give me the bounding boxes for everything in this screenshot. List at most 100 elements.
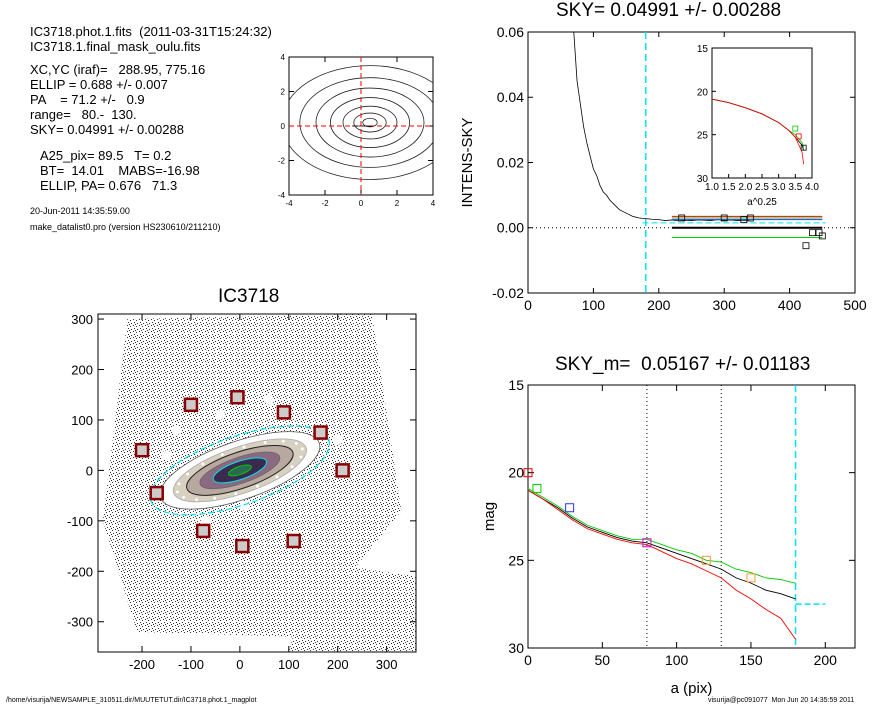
mag-black-profile — [527, 489, 796, 600]
ellip-pa-line: ELLIP, PA= 0.676 71.3 — [40, 178, 178, 193]
mag-square-marker — [642, 538, 652, 548]
contour-line — [342, 105, 398, 140]
mag-xlabel: a (pix) — [671, 680, 713, 697]
contour-x-tick-label: 2 — [395, 199, 400, 208]
xcyc-line: XC,YC (iraf)= 288.95, 775.16 — [30, 62, 206, 77]
mag-red-profile — [527, 489, 796, 640]
mag-chart-title: SKY_m= 0.05167 +/- 0.01183 — [555, 354, 811, 375]
contour-x-tick-label: 0 — [359, 199, 364, 208]
galaxy-isophote-dot — [175, 490, 179, 494]
galaxy-isophote-dot — [294, 441, 298, 445]
sky-y-tick-label: 0.06 — [497, 24, 524, 40]
inset-x-tick-label: 2.0 — [738, 182, 752, 193]
sky-square-marker — [678, 214, 686, 222]
inset-profile-line — [711, 98, 805, 165]
galaxy-isophote-dot — [300, 447, 304, 451]
mag-square-marker — [701, 555, 711, 565]
date-line: 20-Jun-2011 14:35:59.00 — [30, 206, 130, 216]
inset-x-tick-label: 3.5 — [788, 182, 802, 193]
inset-xlabel: a^0.25 — [747, 197, 777, 208]
galaxy-outer-dashed — [149, 425, 331, 516]
masked-spot — [264, 394, 275, 405]
masked-star-box — [313, 425, 328, 440]
ellip-line: ELLIP = 0.688 +/- 0.007 — [30, 77, 168, 92]
sky-square-marker — [746, 214, 754, 222]
contour-x-tick-label: -2 — [321, 199, 329, 208]
mag-ylabel: mag — [481, 502, 498, 531]
pa-line: PA = 71.2 +/- 0.9 — [30, 92, 145, 107]
sky-square-marker — [818, 232, 826, 240]
image-x-tick-label: 300 — [376, 657, 398, 672]
masked-star-box — [134, 442, 150, 458]
sky-profile-line — [573, 31, 751, 222]
contour-line — [299, 77, 433, 168]
inset-square-marker — [795, 133, 802, 140]
mag-square-marker — [746, 573, 756, 583]
program-line: make_datalist0.pro (version HS230610/211… — [30, 222, 221, 232]
inset-frame — [711, 47, 813, 179]
galaxy-isophote-dot — [234, 492, 238, 496]
sky-y-tick-label: 0.00 — [497, 220, 524, 236]
galaxy-isophote-dot — [220, 453, 224, 457]
galaxy-isophote-dot — [290, 465, 294, 469]
galaxy-core — [227, 464, 252, 477]
galaxy-isophote-dot — [275, 475, 279, 479]
contour-y-tick-label: 4 — [281, 53, 286, 62]
mag-x-tick-label: 100 — [665, 652, 689, 668]
image-x-frame — [97, 313, 417, 653]
inset-y-tick-label: 25 — [697, 131, 709, 142]
mag-y-tick-label: 30 — [508, 640, 524, 656]
inset-x-tick-label: 4.0 — [805, 182, 819, 193]
galaxy — [149, 425, 331, 516]
sky-x-tick-label: 0 — [524, 297, 532, 313]
contour-x-tick-label: -4 — [285, 199, 293, 208]
contour-line — [289, 65, 433, 180]
inset-square-marker — [800, 144, 807, 151]
sky-y-tick-label: -0.02 — [492, 285, 524, 301]
bt-line: BT= 14.01 MABS=-16.98 — [40, 163, 200, 178]
image-x-tick-label: 100 — [278, 657, 300, 672]
sky-square-marker — [809, 229, 816, 237]
inset-x-tick-label: 2.5 — [755, 182, 769, 193]
sky-x-tick-label: 200 — [647, 297, 671, 313]
galaxy-isophote-dot — [182, 495, 186, 499]
sky-y-tick-label: 0.04 — [497, 89, 524, 105]
contour-line — [329, 97, 410, 148]
a25-line: A25_pix= 89.5 T= 0.2 — [40, 148, 172, 163]
image-y-tick-label: 100 — [71, 413, 93, 428]
sky-x-tick-label: 500 — [843, 297, 867, 313]
galaxy-isophote-dot — [194, 498, 198, 502]
mag-frame — [527, 384, 856, 649]
inset-square-marker — [792, 125, 799, 132]
masked-star-box — [276, 405, 292, 420]
masked-star-box — [183, 397, 199, 413]
galaxy-isophote-dot — [281, 439, 285, 443]
contour-y-tick-label: -2 — [278, 156, 286, 165]
sky-square-marker — [802, 242, 810, 250]
contour-line — [362, 117, 378, 128]
galaxy-isophote-dot — [263, 440, 267, 444]
masked-spot — [332, 435, 343, 446]
masked-star-box — [286, 533, 301, 549]
inset-y-tick-label: 15 — [697, 44, 709, 55]
sky-x-tick-label: 100 — [582, 297, 606, 313]
image-y-tick-label: 300 — [71, 312, 93, 327]
masked-spot — [200, 515, 211, 526]
masked-spot — [171, 425, 182, 436]
sky-square-marker — [720, 214, 728, 222]
mag-x-tick-label: 50 — [595, 652, 611, 668]
galaxy-isophote-dot — [201, 462, 205, 466]
masked-star-box — [230, 389, 245, 405]
image-title: IC3718 — [218, 286, 280, 307]
contour-y-tick-label: 2 — [281, 87, 286, 96]
mag-square-marker — [565, 503, 575, 513]
masked-star-box — [195, 523, 211, 539]
contour-line — [315, 87, 425, 158]
image-y-tick-label: 0 — [86, 463, 93, 478]
contour-x-tick-label: 4 — [431, 199, 436, 208]
image-x-tick-label: -100 — [178, 657, 204, 672]
contour-y-tick-label: -4 — [278, 191, 286, 200]
mag-square-marker — [532, 483, 542, 493]
mag-x-tick-label: 150 — [739, 652, 763, 668]
